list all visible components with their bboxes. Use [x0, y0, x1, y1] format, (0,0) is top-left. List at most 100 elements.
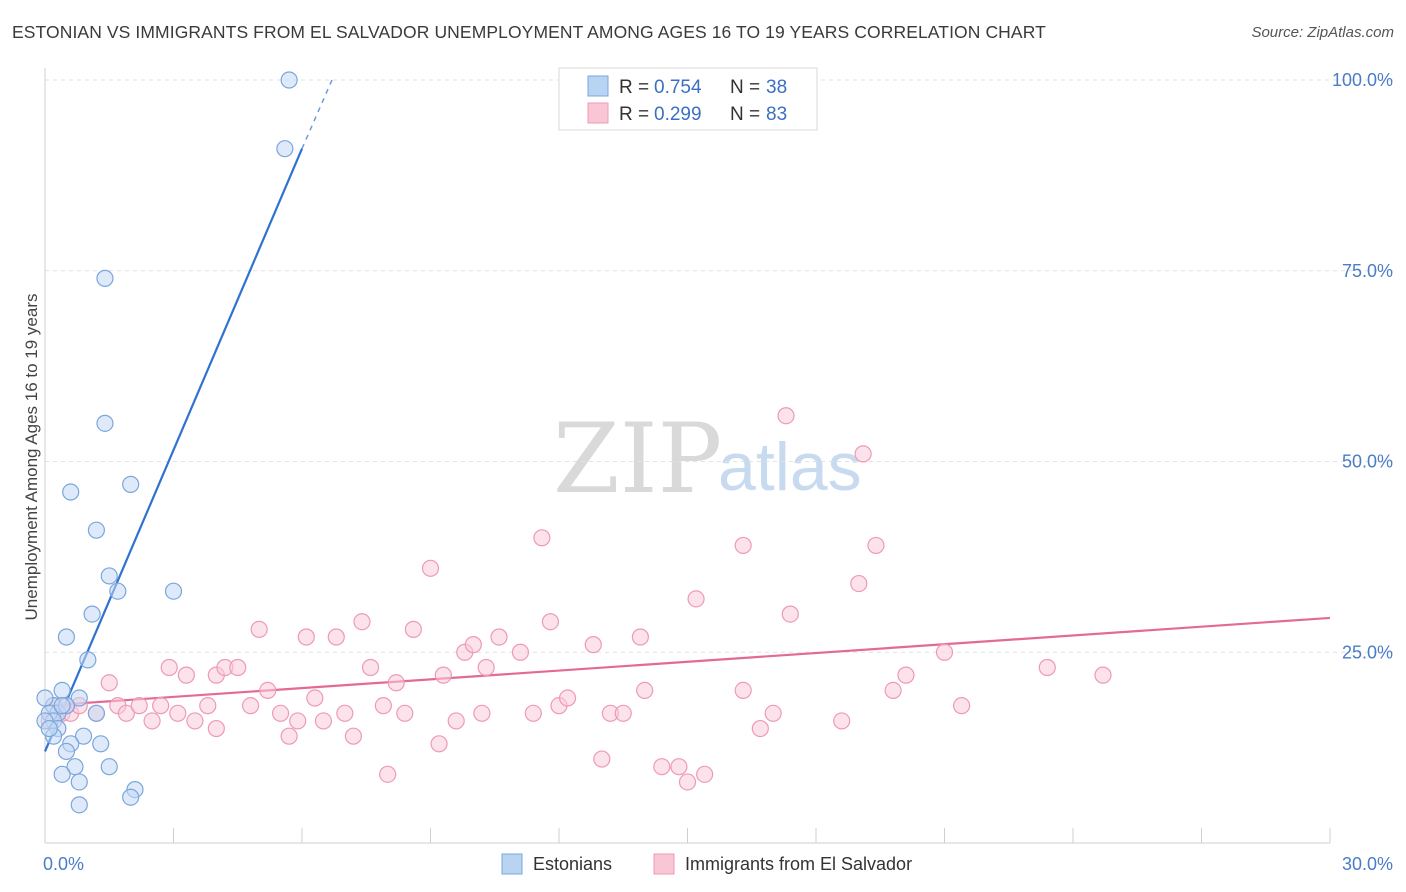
y-axis-label: Unemployment Among Ages 16 to 19 years	[22, 294, 41, 621]
data-point	[87, 704, 106, 722]
data-point	[653, 758, 671, 776]
data-point	[199, 697, 217, 715]
data-point	[276, 140, 294, 158]
x-tick-labels: 0.0% 30.0%	[43, 854, 1393, 874]
legend-row-el-salvador: R = 0.299 N = 83	[587, 102, 787, 125]
data-point	[490, 628, 508, 646]
y-tick-label: 50.0%	[1342, 452, 1393, 472]
data-point	[207, 719, 225, 738]
data-point	[447, 712, 465, 730]
data-point	[122, 475, 140, 493]
data-point	[897, 666, 915, 684]
data-point	[854, 445, 872, 463]
legend-r-label: R =	[619, 77, 649, 98]
legend-r-label: R =	[619, 104, 649, 125]
data-point	[614, 704, 632, 722]
data-point	[1038, 658, 1056, 677]
data-point	[670, 758, 688, 776]
data-point	[271, 704, 290, 722]
y-tick-labels: 25.0% 50.0% 75.0% 100.0%	[1332, 70, 1393, 662]
data-point	[593, 750, 611, 768]
data-point	[169, 704, 187, 722]
y-tick-label: 75.0%	[1342, 261, 1393, 281]
data-point	[396, 704, 414, 722]
data-point	[781, 605, 799, 623]
data-point	[751, 719, 769, 738]
data-point	[70, 689, 88, 707]
data-point	[100, 674, 118, 692]
source-label: Source: ZipAtlas.com	[1251, 24, 1394, 41]
data-point	[92, 735, 110, 753]
data-point	[1094, 666, 1112, 684]
bottom-legend-swatch-estonians	[501, 853, 523, 875]
data-point	[53, 765, 71, 783]
data-point	[36, 689, 54, 707]
legend-swatch-estonians	[587, 75, 609, 97]
data-point	[387, 674, 405, 692]
data-point	[280, 71, 298, 89]
data-point	[524, 704, 542, 722]
data-point	[96, 269, 114, 287]
data-point	[229, 658, 247, 677]
data-point	[953, 697, 971, 715]
data-point	[379, 765, 397, 783]
data-point	[541, 613, 560, 631]
data-point	[764, 704, 782, 722]
data-point	[96, 414, 114, 432]
data-point	[152, 697, 170, 715]
data-point	[430, 735, 448, 753]
bottom-legend-swatch-el-salvador	[653, 853, 675, 875]
data-point	[696, 765, 714, 783]
legend-r-value: 0.299	[654, 104, 702, 125]
x-tick-label: 30.0%	[1342, 854, 1393, 874]
data-point	[130, 697, 148, 715]
data-point	[464, 636, 482, 654]
data-point	[177, 666, 195, 684]
watermark-zip: ZIP	[553, 403, 722, 515]
data-point	[109, 582, 127, 600]
legend-n-label: N =	[730, 104, 760, 125]
data-point	[160, 658, 178, 677]
data-point	[100, 567, 118, 585]
data-point	[336, 704, 354, 722]
data-point	[344, 727, 362, 745]
data-point	[87, 521, 106, 539]
data-point	[40, 719, 58, 738]
legend-r-value: 0.754	[654, 77, 702, 98]
data-point	[734, 681, 752, 700]
data-point	[117, 704, 135, 722]
y-tick-label: 25.0%	[1342, 642, 1393, 662]
data-point	[584, 636, 602, 654]
chart-title: ESTONIAN VS IMMIGRANTS FROM EL SALVADOR …	[12, 22, 1046, 42]
data-point	[79, 651, 97, 669]
legend-n-label: N =	[730, 77, 760, 98]
data-point	[70, 773, 88, 791]
x-tick-label: 0.0%	[43, 854, 84, 874]
bottom-legend-estonians: Estonians	[533, 854, 612, 874]
data-point	[477, 658, 495, 677]
data-point	[374, 697, 392, 715]
data-point	[734, 536, 752, 555]
data-points	[36, 71, 1112, 814]
data-point	[242, 697, 260, 715]
data-point	[62, 483, 80, 501]
data-point	[143, 712, 161, 730]
legend-n-value: 83	[766, 104, 787, 125]
trend-line	[43, 148, 304, 752]
legend-row-estonians: R = 0.754 N = 38	[587, 75, 787, 98]
data-point	[631, 628, 649, 646]
data-point	[473, 704, 491, 722]
data-point	[280, 727, 298, 745]
data-point	[186, 712, 204, 730]
data-point	[678, 773, 697, 791]
data-point	[636, 681, 654, 700]
data-point	[935, 643, 954, 661]
bottom-legend: Estonians Immigrants from El Salvador	[501, 853, 912, 875]
data-point	[250, 620, 268, 638]
series-estonians	[36, 71, 298, 814]
data-point	[259, 681, 277, 700]
top-legend: R = 0.754 N = 38 R = 0.299 N = 83	[558, 67, 818, 131]
watermark-atlas: atlas	[718, 429, 862, 505]
data-point	[833, 712, 851, 730]
